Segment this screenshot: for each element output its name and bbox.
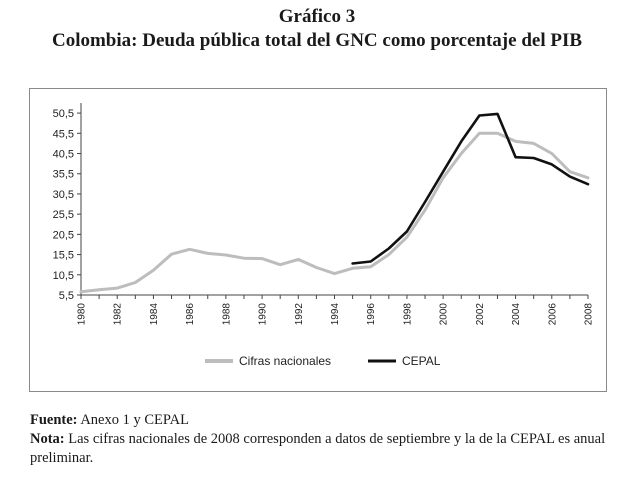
x-tick-label: 1996 — [366, 303, 377, 326]
legend: Cifras nacionales CEPAL — [205, 354, 441, 368]
line-chart: 5,510,515,520,525,530,535,540,545,550,5 … — [53, 103, 595, 368]
x-tick-label: 2000 — [439, 303, 450, 326]
x-tick-label: 1990 — [258, 303, 269, 326]
x-tick-label: 1986 — [185, 303, 196, 326]
y-tick-label: 25,5 — [53, 209, 74, 221]
x-tick-label: 1992 — [294, 303, 305, 326]
note-text: Las cifras nacionales de 2008 correspond… — [30, 431, 606, 466]
chart-frame: 5,5 10,5 15,5 20,5 25,5 30,5 35,5 40,5 45,5 50,5 … — [29, 88, 607, 392]
x-tick-label: 2002 — [475, 303, 486, 326]
chart-number-title: Gráfico 3 — [278, 6, 356, 27]
y-tick-label: 30,5 — [53, 189, 74, 201]
x-tick-label: 1982 — [113, 303, 124, 326]
source-label: Fuente: — [30, 412, 78, 428]
cepal-line — [351, 112, 590, 265]
y-tick-label: 35,5 — [53, 169, 74, 181]
y-tick-label: 5,5 — [59, 290, 74, 302]
chart-title: Colombia: Deuda pública total del GNC co… — [51, 30, 583, 51]
y-tick-label: 20,5 — [53, 229, 74, 241]
note-line: Nota: Las cifras nacionales de 2008 corr… — [30, 430, 620, 468]
legend-item-cifras-nacionales-label: Cifras nacionales — [239, 354, 331, 368]
x-axis-ticks: 1980 1982 1984 1986 1988 1990 1992 1994 1996 1998… — [77, 295, 595, 325]
y-tick-label: 40,5 — [53, 149, 74, 161]
cifras-nacionales-line — [79, 131, 590, 294]
y-axis-ticks: 5,5 10,5 15,5 20,5 25,5 30,5 35,5 40,5 45,5 50,5 — [53, 108, 81, 302]
source-line: Fuente: Anexo 1 y CEPAL — [30, 411, 620, 430]
x-tick-label: 1980 — [77, 303, 88, 326]
chart-notes: Fuente: Anexo 1 y CEPAL Nota: Las cifras… — [30, 411, 620, 468]
series-group — [79, 112, 590, 294]
y-tick-label: 10,5 — [53, 270, 74, 282]
x-tick-label: 2004 — [511, 303, 522, 326]
y-tick-label: 50,5 — [53, 108, 74, 120]
x-tick-label: 1998 — [402, 303, 413, 326]
x-tick-label: 1994 — [330, 303, 341, 326]
legend-item-cepal-label: CEPAL — [402, 354, 441, 368]
x-tick-label: 1988 — [221, 303, 232, 326]
x-tick-label: 2008 — [584, 303, 595, 326]
source-text: Anexo 1 y CEPAL — [77, 412, 189, 428]
y-tick-label: 15,5 — [53, 250, 74, 262]
x-tick-label: 1984 — [149, 303, 160, 326]
x-tick-label: 2006 — [547, 303, 558, 326]
note-label: Nota: — [30, 431, 65, 447]
y-tick-label: 45,5 — [53, 128, 74, 140]
